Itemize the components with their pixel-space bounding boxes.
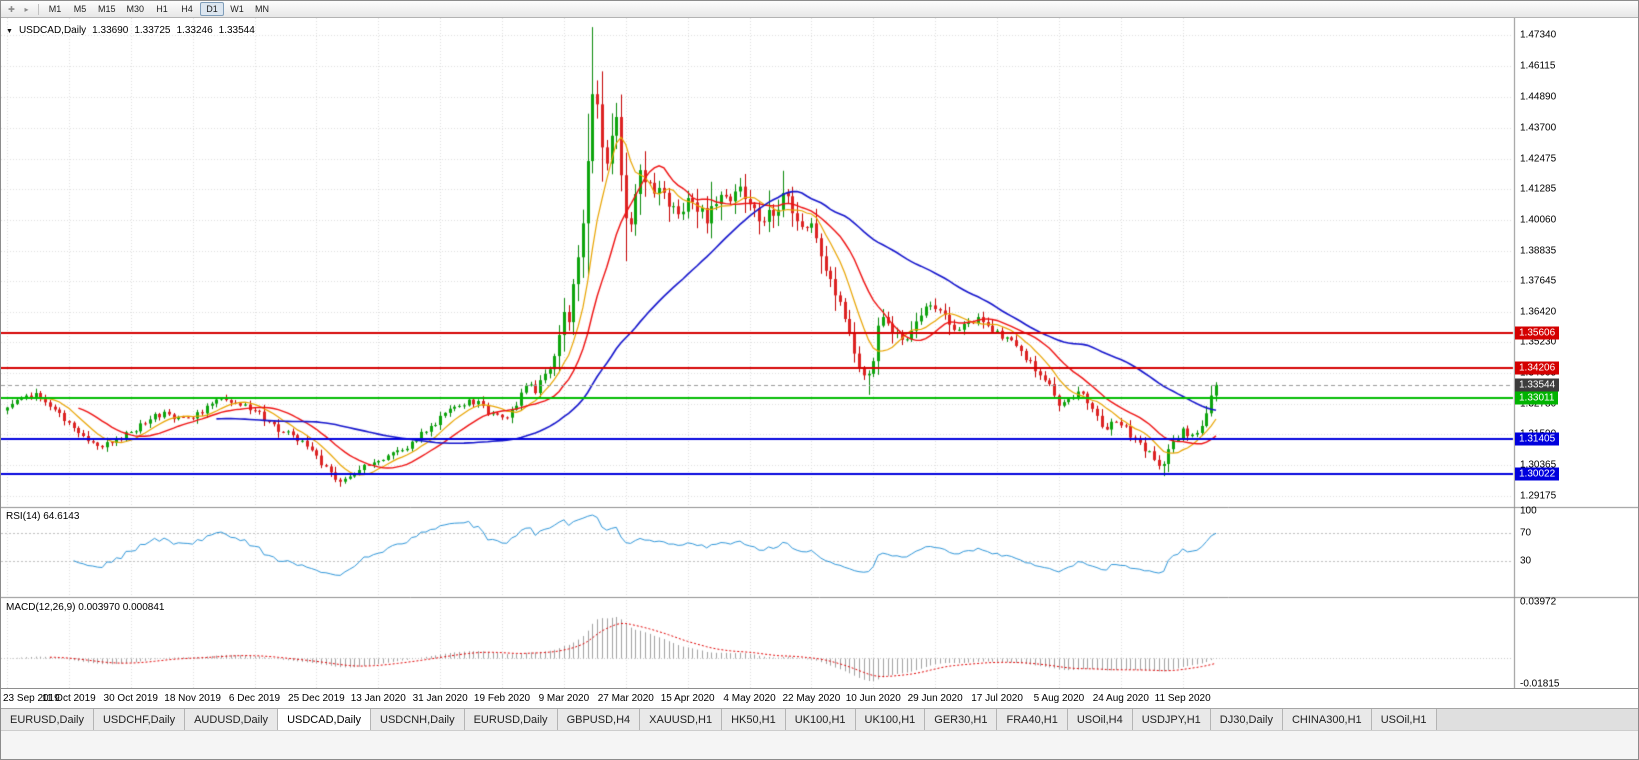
- toolbar-separator: [38, 3, 39, 15]
- status-bar: [1, 730, 1638, 759]
- date-axis-label: 6 Dec 2019: [228, 693, 281, 704]
- timeframe-button-m30[interactable]: M30: [126, 4, 145, 14]
- timeframe-toolbar: ✚ ▸ M1 M5 M15 M30 H1 H4 D1 W1 MN: [1, 1, 1638, 18]
- chart-tab-eurusd-daily[interactable]: EURUSD,Daily: [1, 709, 94, 730]
- ohlc-low: 1.33246: [176, 25, 213, 36]
- date-axis-label: 22 May 2020: [782, 693, 841, 704]
- chart-tabs-bar: EURUSD,Daily USDCHF,Daily AUDUSD,Daily USDC…: [1, 708, 1638, 730]
- chart-tab-usdcad-daily[interactable]: USDCAD,Daily: [278, 709, 372, 730]
- price-axis-tick: 1.36420: [1520, 306, 1557, 318]
- price-line-label: 1.33544: [1515, 378, 1560, 392]
- price-axis-tick: 1.35230: [1520, 336, 1557, 348]
- symbol-name: USDCAD,Daily: [18, 25, 87, 36]
- chart-tab-usoil-h1[interactable]: USOil,H1: [1371, 709, 1437, 730]
- candlestick-chart-canvas[interactable]: [1, 18, 1638, 688]
- symbol-dropdown-icon[interactable]: ▼: [6, 27, 13, 35]
- timeframe-button-w1[interactable]: W1: [230, 4, 244, 14]
- price-axis-tick: 1.42475: [1520, 153, 1557, 165]
- timeframe-button-h1[interactable]: H1: [156, 4, 168, 14]
- rsi-indicator-label: RSI(14) 64.6143: [6, 511, 80, 522]
- chart-tab-hk50-h1[interactable]: HK50,H1: [722, 709, 786, 730]
- date-axis-label: 29 Jun 2020: [907, 693, 963, 704]
- date-axis-label: 15 Apr 2020: [660, 693, 715, 704]
- timeframe-button-mn[interactable]: MN: [255, 4, 270, 14]
- chart-tab-fra40-h1[interactable]: FRA40,H1: [997, 709, 1068, 730]
- rsi-axis-tick: 70: [1520, 527, 1532, 539]
- ohlc-close: 1.33544: [218, 25, 255, 36]
- price-axis-tick: 1.46115: [1520, 60, 1556, 72]
- chart-tab-eurusd-daily[interactable]: EURUSD,Daily: [464, 709, 558, 730]
- price-axis-tick: 1.43700: [1520, 122, 1557, 134]
- date-axis-label: 27 Mar 2020: [597, 693, 654, 704]
- price-axis-tick: 1.47340: [1520, 29, 1557, 41]
- crosshair-icon[interactable]: ✚: [8, 4, 15, 14]
- chart-tab-usdcnh-daily[interactable]: USDCNH,Daily: [371, 709, 465, 730]
- chart-title: ▼ USDCAD,Daily 1.33690 1.33725 1.33246 1…: [6, 25, 255, 36]
- timeframe-button-d1[interactable]: D1: [200, 2, 225, 16]
- timeframe-buttons: M1 M5 M15 M30 H1 H4 D1 W1 MN: [43, 2, 275, 16]
- date-axis-label: 30 Oct 2019: [103, 693, 158, 704]
- price-axis-tick: 1.41285: [1520, 183, 1557, 195]
- price-line-label: 1.34206: [1515, 361, 1560, 375]
- timeframe-button-m15[interactable]: M15: [98, 4, 116, 14]
- chart-tab-gbpusd-h4[interactable]: GBPUSD,H4: [557, 709, 641, 730]
- date-axis-label: 17 Jul 2020: [971, 693, 1023, 704]
- chart-tab-ger30-h1[interactable]: GER30,H1: [925, 709, 998, 730]
- date-axis-label: 5 Aug 2020: [1033, 693, 1085, 704]
- price-line-label: 1.35606: [1515, 326, 1560, 340]
- price-axis-tick: 1.40060: [1520, 214, 1557, 226]
- price-axis-tick: 1.30365: [1520, 459, 1557, 471]
- macd-axis-tick: 0.03972: [1520, 596, 1557, 608]
- chart-tab-usdjpy-h1[interactable]: USDJPY,H1: [1132, 709, 1211, 730]
- chart-tab-xauusd-h1[interactable]: XAUUSD,H1: [640, 709, 723, 730]
- chart-tab-china300-h1[interactable]: CHINA300,H1: [1282, 709, 1372, 730]
- date-axis-label: 4 May 2020: [723, 693, 776, 704]
- price-axis-tick: 1.44890: [1520, 91, 1557, 103]
- date-axis-label: 9 Mar 2020: [538, 693, 590, 704]
- date-axis-label: 11 Oct 2019: [42, 693, 96, 704]
- chart-tab-uk100-h1[interactable]: UK100,H1: [785, 709, 856, 730]
- chart-tab-uk100-h1[interactable]: UK100,H1: [855, 709, 926, 730]
- date-axis-label: 10 Jun 2020: [845, 693, 901, 704]
- ohlc-high: 1.33725: [134, 25, 171, 36]
- price-axis-tick: 1.37645: [1520, 275, 1557, 287]
- rsi-axis-tick: 30: [1520, 555, 1532, 567]
- ohlc-open: 1.33690: [92, 25, 129, 36]
- rsi-axis-tick: 100: [1520, 505, 1537, 517]
- price-axis-tick: 1.38835: [1520, 245, 1557, 257]
- price-axis-tick: 1.29175: [1520, 490, 1557, 501]
- price-line-label: 1.31405: [1515, 432, 1560, 446]
- chart-area[interactable]: ▼ USDCAD,Daily 1.33690 1.33725 1.33246 1…: [1, 18, 1638, 688]
- date-axis-label: 25 Dec 2019: [288, 693, 345, 704]
- macd-axis-tick: -0.01815: [1520, 678, 1560, 689]
- time-axis: 23 Sep 2019 11 Oct 2019 30 Oct 2019 18 Nov …: [1, 688, 1638, 708]
- date-axis-label: 19 Feb 2020: [473, 693, 531, 704]
- macd-indicator-label: MACD(12,26,9) 0.003970 0.000841: [6, 602, 165, 613]
- date-axis-label: 13 Jan 2020: [350, 693, 406, 704]
- date-axis-label: 31 Jan 2020: [412, 693, 468, 704]
- timeframe-button-m5[interactable]: M5: [73, 4, 87, 14]
- date-axis-label: 23 Sep 2019: [3, 693, 60, 704]
- price-line-label: 1.30022: [1515, 467, 1560, 481]
- date-axis-label: 24 Aug 2020: [1092, 693, 1149, 704]
- chart-tab-usdchf-daily[interactable]: USDCHF,Daily: [93, 709, 186, 730]
- chart-tab-usoil-h4[interactable]: USOil,H4: [1067, 709, 1133, 730]
- chart-tab-dj30-daily[interactable]: DJ30,Daily: [1210, 709, 1283, 730]
- price-line-label: 1.33011: [1515, 391, 1559, 405]
- timeframe-button-h4[interactable]: H4: [181, 4, 193, 14]
- chart-tab-audusd-daily[interactable]: AUDUSD,Daily: [185, 709, 279, 730]
- date-axis-label: 11 Sep 2020: [1154, 693, 1211, 704]
- date-axis-label: 18 Nov 2019: [164, 693, 221, 704]
- timeframe-button-m1[interactable]: M1: [48, 4, 62, 14]
- chart-shift-icon[interactable]: ▸: [24, 4, 29, 14]
